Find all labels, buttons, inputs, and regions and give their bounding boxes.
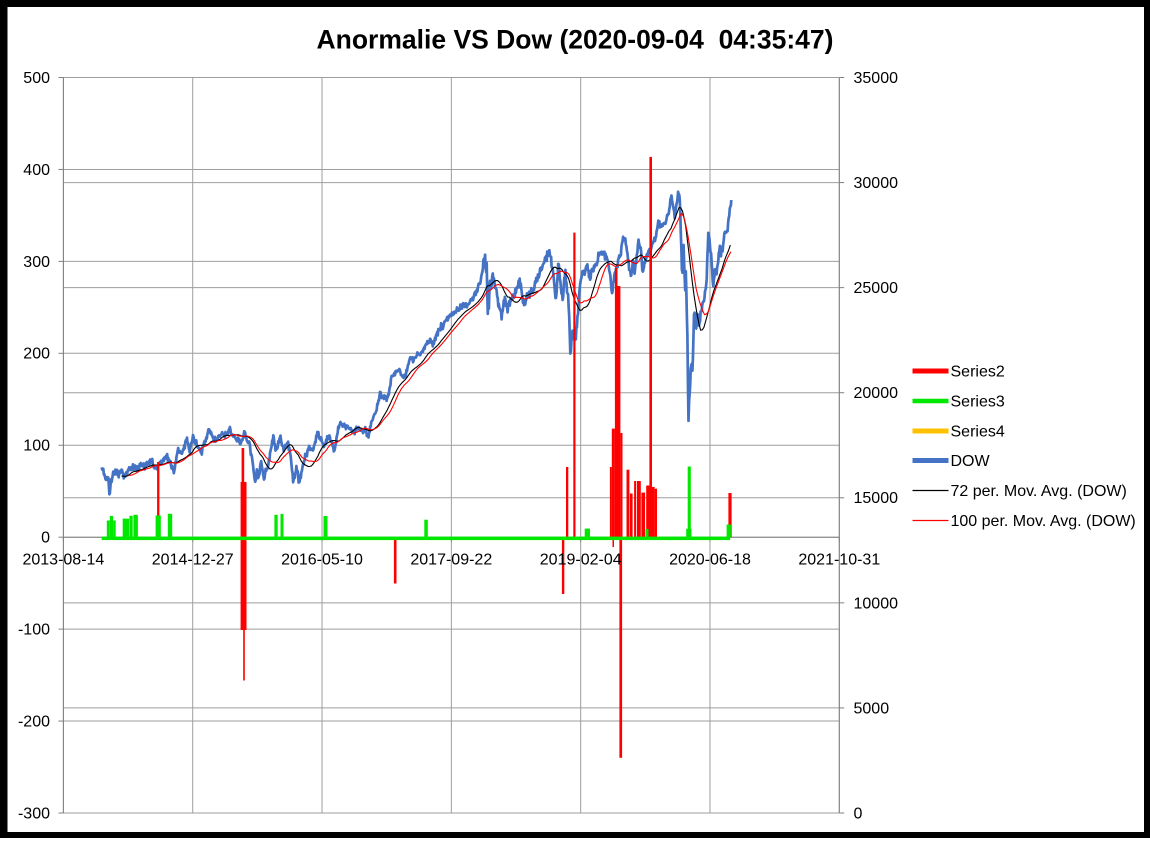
- svg-text:100 per. Mov. Avg. (DOW): 100 per. Mov. Avg. (DOW): [951, 513, 1136, 530]
- svg-text:72 per. Mov. Avg. (DOW): 72 per. Mov. Avg. (DOW): [951, 483, 1127, 500]
- svg-text:100: 100: [23, 438, 50, 455]
- svg-text:2016-05-10: 2016-05-10: [281, 552, 363, 569]
- svg-text:-100: -100: [18, 622, 50, 639]
- svg-text:2019-02-04: 2019-02-04: [540, 552, 622, 569]
- svg-text:2020-06-18: 2020-06-18: [669, 552, 751, 569]
- svg-text:-200: -200: [18, 714, 50, 731]
- svg-text:500: 500: [23, 70, 50, 87]
- svg-text:35000: 35000: [854, 70, 899, 87]
- svg-text:25000: 25000: [854, 280, 899, 297]
- svg-text:0: 0: [854, 805, 863, 822]
- svg-text:200: 200: [23, 346, 50, 363]
- svg-text:400: 400: [23, 162, 50, 179]
- svg-text:2017-09-22: 2017-09-22: [410, 552, 492, 569]
- svg-text:DOW: DOW: [951, 453, 991, 470]
- svg-text:2021-10-31: 2021-10-31: [798, 552, 880, 569]
- svg-text:Series4: Series4: [951, 423, 1005, 440]
- svg-text:300: 300: [23, 254, 50, 271]
- svg-text:30000: 30000: [854, 175, 899, 192]
- svg-text:Anormalie VS Dow (2020-09-04: Anormalie VS Dow (2020-09-04 04:35:47): [317, 25, 834, 55]
- svg-text:2014-12-27: 2014-12-27: [152, 552, 234, 569]
- svg-text:Series3: Series3: [951, 393, 1005, 410]
- svg-text:0: 0: [41, 530, 50, 547]
- svg-text:10000: 10000: [854, 595, 899, 612]
- svg-text:2013-08-14: 2013-08-14: [22, 552, 104, 569]
- svg-text:20000: 20000: [854, 385, 899, 402]
- svg-text:15000: 15000: [854, 490, 899, 507]
- svg-text:Series2: Series2: [951, 363, 1005, 380]
- svg-text:5000: 5000: [854, 700, 890, 717]
- svg-text:-300: -300: [18, 805, 50, 822]
